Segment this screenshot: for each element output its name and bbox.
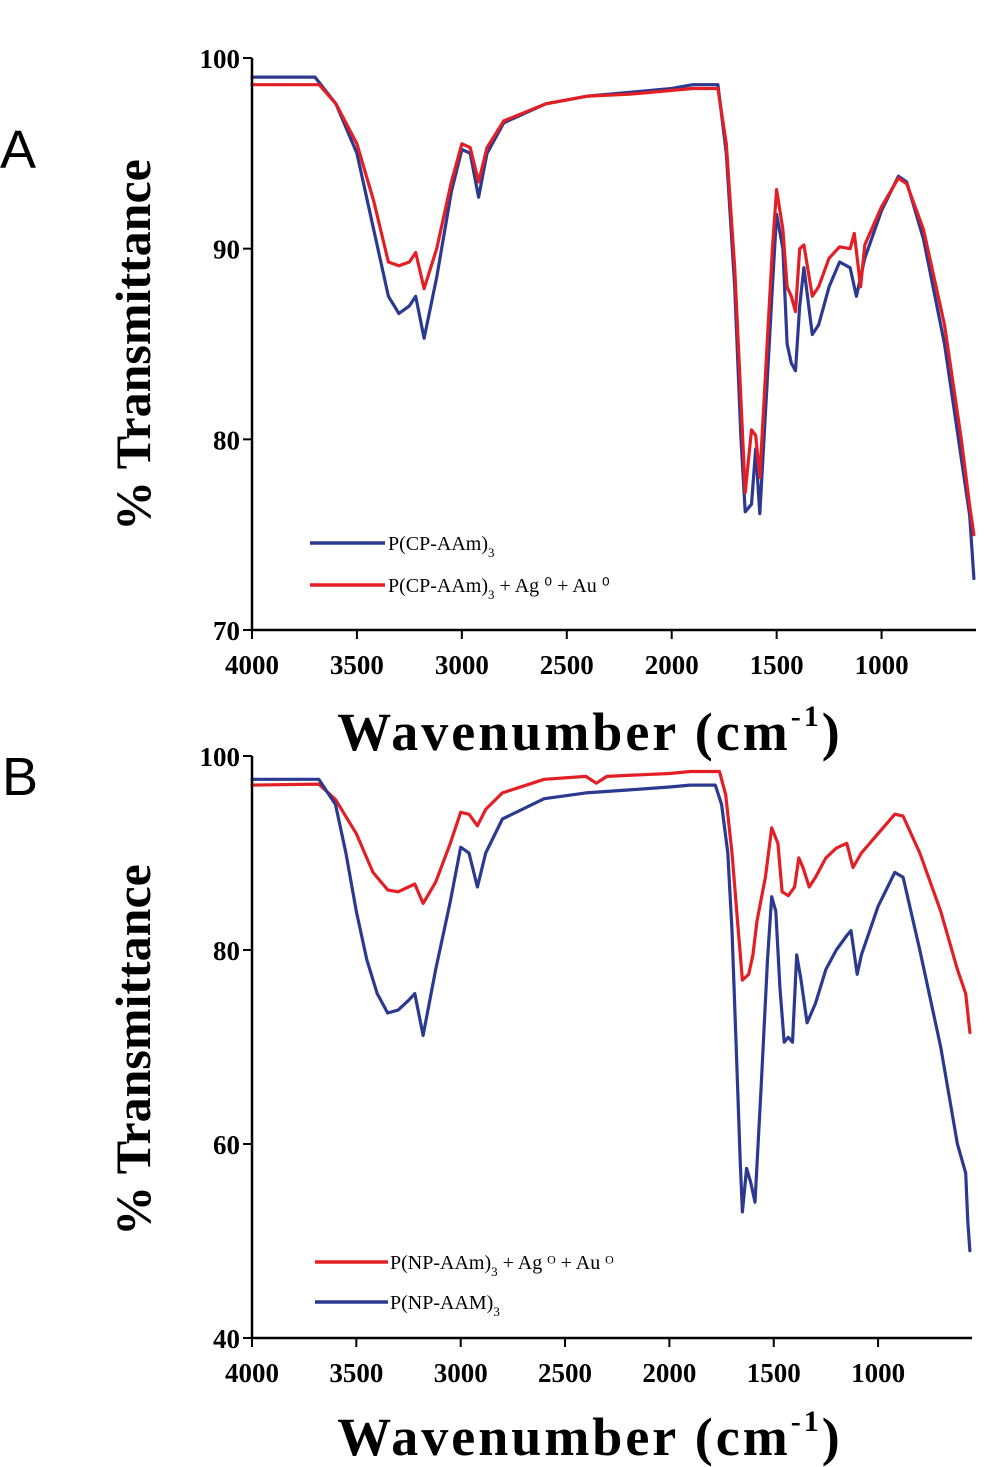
legend-b: P(NP-AAm)3 + Ag ᴼ + Au ᴼ P(NP-AAM)3 (315, 1252, 614, 1319)
x-tick-label-b-0: 4000 (225, 1358, 279, 1388)
legend-a: P(CP-AAm)3 P(CP-AAm)3 + Ag ⁰ + Au ⁰ (310, 533, 610, 602)
x-axis-title-sup-b: -1 (791, 1405, 822, 1438)
series-line-a-0 (250, 75, 976, 581)
legend-label-a-0: P(CP-AAm)3 (388, 533, 495, 560)
x-tick-label-b-1: 3500 (329, 1358, 383, 1388)
axis-ticks-a: 70 80 90 100 4000 3500 3000 2500 2000 1500 1000 (200, 44, 909, 680)
plot-area-b (250, 769, 972, 1253)
x-tick-label-a-4: 2000 (645, 650, 699, 680)
x-tick-label-a-0: 4000 (225, 650, 279, 680)
panel-label-a: A (0, 120, 36, 180)
x-axis-title-sup-a: -1 (791, 700, 822, 733)
x-axis-title-close-b: ) (822, 1407, 843, 1467)
legend-label-b-1: P(NP-AAM)3 (390, 1292, 500, 1319)
y-tick-label-a-0: 70 (213, 616, 240, 646)
x-axis-title-a: Wavenumber (cm-1) (337, 700, 842, 762)
axis-ticks-b: 40 60 80 100 4000 3500 3000 2500 2000 1500 1000 (200, 742, 906, 1388)
series-line-b-1 (250, 777, 972, 1253)
y-axis-title-a: % Transmittance (105, 159, 161, 531)
legend-label-a-1: P(CP-AAm)3 + Ag ⁰ + Au ⁰ (388, 575, 610, 602)
x-tick-label-a-5: 1500 (750, 650, 804, 680)
x-tick-label-a-3: 2500 (540, 650, 594, 680)
legend-label-b-0: P(NP-AAm)3 + Ag ᴼ + Au ᴼ (390, 1252, 614, 1279)
x-tick-label-a-1: 3500 (330, 650, 384, 680)
x-axis-title-b: Wavenumber (cm-1) (337, 1405, 842, 1467)
x-tick-label-b-5: 1500 (747, 1358, 801, 1388)
x-tick-label-b-6: 1000 (851, 1358, 905, 1388)
panel-a: A % Transmittance Wavenumber (cm-1) 70 80… (0, 44, 976, 762)
panel-b: B % Transmittance Wavenumber (cm-1) 40 60… (2, 742, 972, 1467)
x-axis-title-close-a: ) (822, 702, 843, 762)
x-tick-label-b-3: 2500 (538, 1358, 592, 1388)
y-tick-label-a-2: 90 (213, 235, 240, 265)
y-tick-label-a-1: 80 (213, 425, 240, 455)
x-axis-title-main-b: Wavenumber (cm (337, 1407, 790, 1467)
y-tick-label-a-3: 100 (200, 44, 241, 74)
y-tick-label-b-0: 40 (213, 1324, 240, 1354)
y-tick-label-b-3: 100 (200, 742, 241, 772)
y-tick-label-b-1: 60 (213, 1130, 240, 1160)
panel-label-b: B (2, 747, 38, 807)
x-tick-label-a-6: 1000 (855, 650, 909, 680)
plot-area-a (250, 75, 976, 581)
series-line-a-1 (250, 83, 976, 537)
x-axis-title-main-a: Wavenumber (cm (337, 702, 790, 762)
y-tick-label-b-2: 80 (213, 936, 240, 966)
x-tick-label-b-2: 3000 (434, 1358, 488, 1388)
x-tick-label-a-2: 3000 (435, 650, 489, 680)
x-tick-label-b-4: 2000 (642, 1358, 696, 1388)
series-line-b-0 (250, 769, 972, 1035)
y-axis-title-b: % Transmittance (105, 864, 161, 1236)
